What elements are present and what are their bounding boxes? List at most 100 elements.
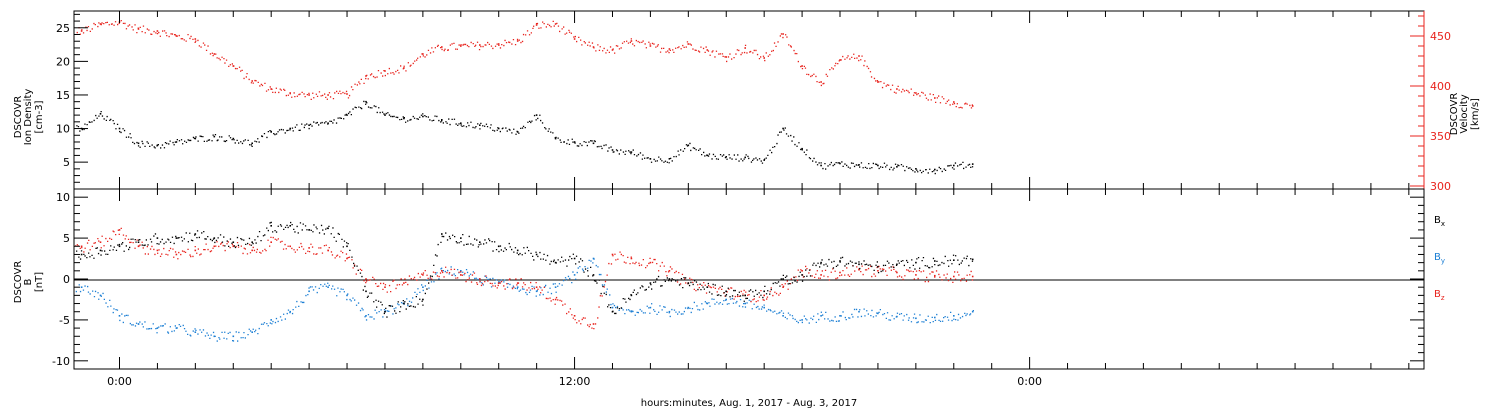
by-series-point: [308, 290, 310, 293]
bz-series-point: [763, 294, 765, 297]
bx-series-point: [839, 260, 841, 262]
bz-series-point: [118, 229, 121, 231]
density-series-point: [460, 122, 462, 124]
density-series-point: [251, 142, 253, 145]
by-series-point: [270, 319, 272, 321]
bz-series-point: [877, 270, 879, 272]
by-series-point: [649, 306, 652, 309]
density-series-point: [175, 141, 178, 143]
bz-series-point: [649, 261, 652, 264]
bz-series-point: [365, 278, 367, 280]
density-series-point: [839, 162, 841, 165]
bx-series-point: [80, 253, 83, 256]
density-series-point: [649, 158, 652, 160]
bz-series-point: [554, 298, 557, 301]
b-field-tick-label: 10: [56, 191, 70, 204]
density-series-point: [706, 154, 709, 157]
legend-bz: Bz: [1434, 289, 1445, 302]
top-x-axis-ticks: [119, 11, 1410, 189]
velocity-series-points: [76, 20, 974, 109]
bx-series-point: [270, 225, 272, 227]
by-series-point: [934, 316, 936, 319]
velocity-series-point: [497, 43, 500, 45]
bz-series-point: [251, 249, 253, 252]
velocity-series-point: [270, 88, 272, 90]
density-series-points: [76, 100, 974, 175]
bz-series-point: [630, 257, 633, 260]
by-series-point: [706, 302, 709, 305]
density-tick-label: 5: [63, 156, 70, 169]
by-series-point: [858, 310, 860, 313]
bz-series-point: [346, 257, 348, 260]
by-series-point: [839, 315, 841, 317]
b-field-tick-label: -10: [52, 355, 70, 368]
velocity-series-point: [858, 55, 860, 57]
velocity-series-point: [706, 49, 709, 51]
bx-series-point: [535, 253, 538, 256]
velocity-tick-label: 450: [1430, 30, 1451, 43]
bx-series-point: [896, 263, 898, 266]
density-series-point: [744, 156, 746, 159]
top-series-layer: [76, 20, 974, 175]
bx-series-point: [497, 245, 500, 248]
by-series-point: [554, 286, 557, 288]
velocity-series-point: [346, 93, 348, 95]
b-field-tick-label: 0: [63, 273, 70, 286]
by-series-point: [592, 257, 595, 260]
density-series-point: [194, 137, 197, 140]
b-field-axis: 10 5 0 -5 -10: [52, 191, 88, 368]
bz-series-point: [213, 245, 216, 248]
by-series-point: [346, 294, 348, 297]
density-tick-label: 10: [56, 123, 70, 136]
density-series-point: [915, 168, 917, 170]
velocity-series-point: [232, 65, 235, 67]
velocity-series-point: [327, 94, 329, 96]
density-series-point: [137, 142, 140, 145]
velocity-series-point: [516, 40, 519, 42]
bx-series-point: [327, 227, 329, 230]
density-axis: 5 10 15 20 25: [56, 13, 88, 183]
bx-series-point: [706, 286, 709, 288]
density-series-point: [384, 114, 386, 116]
bx-series-point: [137, 241, 140, 243]
velocity-series-point: [573, 38, 576, 40]
bz-series-point: [422, 274, 424, 276]
velocity-series-point: [763, 57, 765, 59]
velocity-series-point: [441, 46, 443, 48]
bx-series-point: [365, 290, 367, 293]
bz-series-point: [384, 286, 386, 288]
density-series: [76, 100, 974, 175]
magnetic-field-panel: 10 5 0 -5 -10 DSCOVR B [nT] Bx By Bz: [13, 188, 1445, 370]
density-series-point: [953, 164, 955, 167]
bx-series-point: [251, 241, 253, 243]
velocity-series-point: [971, 105, 974, 107]
magnetic-field-plot-frame: [73, 188, 1425, 370]
bx-series-point: [782, 278, 784, 280]
velocity-series-point: [744, 47, 746, 49]
velocity-series: [76, 20, 974, 109]
density-series-point: [497, 127, 500, 130]
bx-series-point: [649, 282, 652, 284]
density-series-point: [668, 158, 671, 160]
velocity-series-point: [839, 59, 841, 61]
by-series-point: [422, 286, 424, 288]
bx-series-point: [289, 225, 291, 227]
b-field-tick-label: -5: [59, 314, 70, 327]
density-series-point: [934, 168, 936, 171]
bx-series-point: [194, 233, 197, 235]
velocity-axis: 300 350 400 450: [1410, 11, 1451, 193]
velocity-series-point: [687, 43, 690, 45]
bx-series-point: [403, 302, 405, 305]
b-field-legend: Bx By Bz: [1434, 215, 1445, 302]
density-series-point: [801, 147, 803, 150]
by-series-point: [782, 315, 784, 317]
bz-series-point: [934, 274, 936, 277]
density-series-point: [213, 135, 216, 138]
by-series: [75, 257, 974, 342]
by-series-point: [99, 294, 102, 297]
density-series-point: [156, 144, 159, 147]
by-series-point: [194, 331, 197, 333]
bx-series-point: [175, 237, 178, 239]
bz-series-point: [820, 274, 822, 276]
velocity-series-point: [535, 24, 538, 26]
